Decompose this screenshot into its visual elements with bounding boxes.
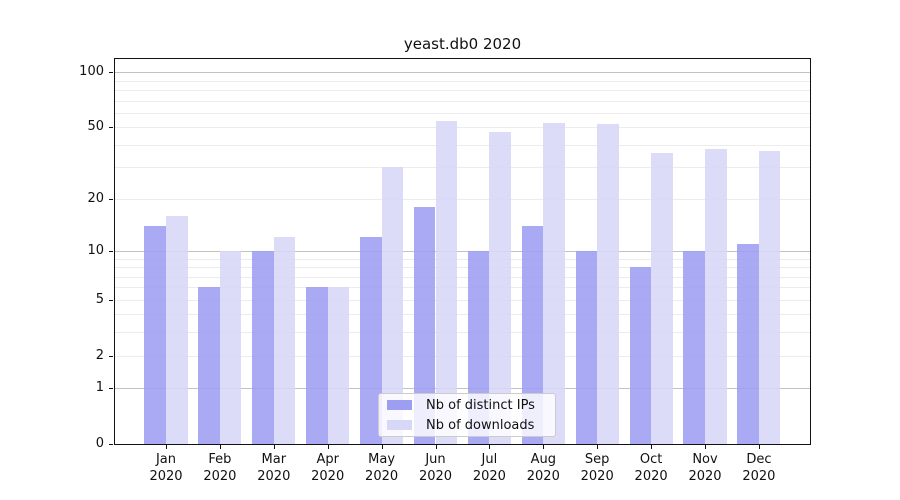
- bar-distinct-ips-jan: [144, 225, 166, 444]
- y-tick-label-2: 2: [95, 347, 104, 363]
- bar-downloads-mar: [273, 237, 296, 444]
- minor-gridline-2: [115, 355, 810, 357]
- y-tick-label-0: 0: [95, 436, 104, 451]
- x-tick-mark-may: [381, 445, 383, 449]
- x-tick-label-sep: Sep 2020: [580, 452, 614, 484]
- legend-item-distinct-ips: Nb of distinct IPs: [379, 395, 555, 415]
- legend-item-downloads: Nb of downloads: [379, 415, 555, 435]
- x-tick-mark-aug: [543, 445, 545, 449]
- legend-swatch-downloads-icon: [387, 420, 412, 430]
- x-tick-label-jul: Jul 2020: [472, 452, 506, 484]
- x-tick-mark-jan: [166, 445, 167, 449]
- x-tick-label-dec: Dec 2020: [742, 452, 776, 484]
- minor-gridline-80: [115, 90, 810, 91]
- bar-downloads-jul: [489, 132, 511, 444]
- x-tick-label-nov: Nov 2020: [688, 452, 722, 484]
- minor-gridline-90: [115, 80, 810, 82]
- chart-title: yeast.db0 2020: [403, 35, 522, 53]
- x-tick-mark-nov: [705, 445, 706, 449]
- x-tick-mark-apr: [327, 445, 329, 449]
- y-tick-mark-5: [109, 299, 113, 301]
- bar-downloads-aug: [543, 122, 565, 444]
- x-tick-label-jan: Jan 2020: [149, 452, 183, 484]
- y-tick-mark-1: [109, 388, 113, 390]
- bar-distinct-ips-apr: [306, 287, 328, 444]
- legend-label-distinct-ips: Nb of distinct IPs: [426, 397, 535, 413]
- x-tick-mark-dec: [758, 445, 760, 449]
- minor-gridline-4: [115, 314, 810, 316]
- bar-distinct-ips-nov: [683, 250, 705, 444]
- bar-distinct-ips-feb: [198, 287, 220, 444]
- minor-gridline-9: [115, 258, 810, 260]
- bar-distinct-ips-oct: [629, 267, 652, 444]
- bar-distinct-ips-dec: [737, 243, 759, 444]
- bar-distinct-ips-may: [360, 237, 382, 444]
- y-tick-mark-2: [109, 355, 113, 357]
- x-tick-mark-jul: [489, 445, 491, 449]
- y-tick-label-100: 100: [79, 64, 104, 80]
- x-tick-mark-feb: [219, 445, 221, 449]
- bar-downloads-jun: [435, 121, 458, 444]
- y-tick-label-50: 50: [87, 119, 104, 135]
- x-tick-label-mar: Mar 2020: [257, 452, 291, 484]
- y-tick-mark-10: [109, 250, 113, 252]
- bar-distinct-ips-mar: [252, 250, 274, 444]
- plot-area: [114, 58, 811, 445]
- bar-downloads-oct: [651, 153, 673, 444]
- bar-downloads-dec: [758, 151, 781, 444]
- minor-gridline-8: [115, 267, 810, 268]
- bar-downloads-sep: [597, 124, 619, 444]
- bar-distinct-ips-sep: [575, 250, 598, 444]
- major-gridline-1: [115, 388, 810, 390]
- y-tick-mark-0: [109, 444, 113, 445]
- x-tick-label-aug: Aug 2020: [526, 452, 560, 484]
- legend: Nb of distinct IPs Nb of downloads: [378, 393, 556, 437]
- y-tick-label-5: 5: [95, 291, 104, 307]
- minor-gridline-3: [115, 332, 810, 334]
- bar-downloads-may: [381, 167, 404, 444]
- y-tick-label-20: 20: [87, 190, 104, 206]
- minor-gridline-70: [115, 100, 810, 102]
- major-gridline-10: [115, 250, 810, 252]
- minor-gridline-6: [115, 287, 810, 289]
- minor-gridline-30: [115, 167, 810, 169]
- x-tick-mark-sep: [597, 445, 599, 449]
- y-tick-mark-50: [109, 127, 113, 129]
- minor-gridline-7: [115, 276, 810, 278]
- x-tick-label-may: May 2020: [365, 452, 399, 484]
- minor-gridline-5: [115, 299, 810, 301]
- legend-label-downloads: Nb of downloads: [426, 417, 535, 433]
- minor-gridline-60: [115, 112, 810, 114]
- x-tick-mark-oct: [651, 445, 653, 449]
- bar-downloads-jan: [166, 215, 188, 444]
- bar-downloads-feb: [219, 250, 242, 444]
- minor-gridline-20: [115, 198, 810, 200]
- y-tick-mark-100: [109, 72, 113, 74]
- x-tick-label-jun: Jun 2020: [418, 452, 453, 484]
- x-tick-label-oct: Oct 2020: [634, 452, 668, 484]
- x-tick-mark-mar: [273, 445, 275, 449]
- minor-gridline-40: [115, 144, 810, 146]
- bar-distinct-ips-jun: [413, 206, 436, 444]
- minor-gridline-50: [115, 127, 810, 129]
- bar-downloads-nov: [705, 148, 727, 444]
- y-tick-label-1: 1: [95, 380, 104, 396]
- major-gridline-100: [115, 72, 810, 74]
- y-tick-mark-20: [109, 198, 113, 200]
- legend-swatch-distinct-ips-icon: [387, 400, 412, 410]
- y-tick-label-10: 10: [87, 242, 104, 258]
- bar-downloads-apr: [327, 287, 350, 444]
- x-tick-mark-jun: [435, 445, 437, 449]
- bar-distinct-ips-aug: [521, 225, 544, 444]
- x-tick-label-feb: Feb 2020: [203, 452, 237, 484]
- x-tick-label-apr: Apr 2020: [311, 452, 345, 484]
